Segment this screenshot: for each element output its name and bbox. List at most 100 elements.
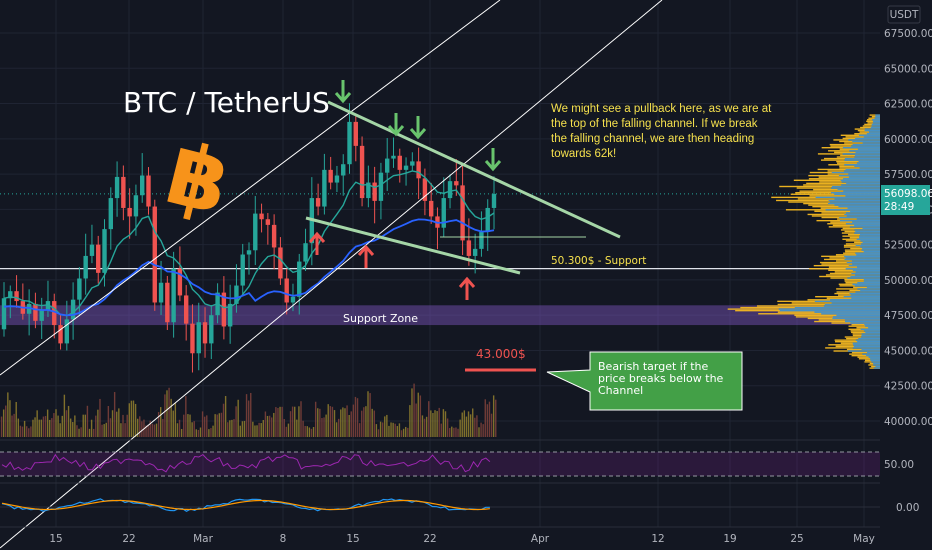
candle-body — [202, 322, 208, 344]
volume-bar — [30, 426, 32, 437]
volume-bar — [417, 392, 419, 437]
volume-bar — [327, 404, 329, 437]
volume-bar — [208, 429, 210, 437]
volume-bar — [17, 418, 20, 437]
volume-bar — [160, 407, 162, 437]
volume-bar — [312, 426, 315, 437]
volume-bar — [262, 420, 265, 437]
profile-bar-buy — [848, 264, 880, 267]
x-tick-label: 15 — [346, 533, 359, 545]
target-price-label: 43.000$ — [476, 347, 526, 361]
profile-bar-buy — [832, 185, 880, 188]
candle-body — [378, 172, 384, 201]
volume-bar — [44, 416, 47, 437]
volume-bar — [270, 417, 273, 437]
candle-body — [177, 268, 183, 296]
volume-bar — [99, 398, 101, 437]
arrow-up-icon — [308, 231, 326, 255]
arrow-head — [334, 92, 352, 104]
currency-label: USDT — [890, 9, 919, 21]
candle — [410, 152, 415, 172]
volume-bar — [421, 415, 424, 437]
volume-bar — [65, 410, 68, 437]
volume-bar — [484, 399, 486, 437]
volume-bar — [465, 416, 468, 437]
candle — [33, 292, 38, 329]
candle-body — [140, 175, 145, 196]
volume-bar — [448, 428, 451, 437]
profile-bar-buy — [854, 224, 880, 227]
profile-bar-sell — [809, 268, 880, 270]
x-tick-label: May — [853, 533, 875, 545]
volume-bar — [103, 424, 105, 437]
volume-bar — [482, 424, 484, 437]
profile-bar-buy — [843, 295, 880, 298]
price-axis: USDT 67500.00 65000.00 62500.00 60000.00 575… — [881, 5, 932, 514]
profile-bar-buy — [860, 289, 880, 292]
candle — [265, 213, 271, 245]
profile-bar-sell — [844, 278, 880, 281]
volume-bar — [302, 420, 304, 437]
candle-body — [441, 198, 446, 228]
volume-bar — [419, 395, 422, 437]
y-tick-label: 40000.00 — [884, 416, 932, 428]
profile-bar-buy — [845, 223, 880, 225]
volume-profile — [727, 114, 880, 369]
volume-bar — [400, 430, 403, 437]
profile-bar-buy — [854, 285, 880, 287]
volume-bar — [139, 416, 141, 437]
profile-bar-buy — [847, 277, 880, 279]
profile-bar-buy — [861, 333, 880, 335]
volume-bar — [273, 412, 275, 437]
arrow-head — [458, 276, 476, 288]
volume-bar — [224, 396, 227, 437]
profile-bar-buy — [838, 205, 880, 208]
volume-bar — [444, 411, 447, 437]
profile-bar-buy — [863, 136, 880, 138]
profile-bar-buy — [779, 309, 880, 312]
volume-bar — [317, 408, 319, 437]
candle — [328, 156, 333, 190]
volume-bar — [459, 419, 461, 437]
candle — [127, 188, 132, 239]
x-tick-label: 22 — [423, 533, 436, 545]
volume-bar — [279, 406, 281, 437]
profile-bar-buy — [850, 322, 880, 324]
candle — [472, 233, 478, 274]
note-line: We might see a pullback here, as we are … — [551, 103, 772, 115]
profile-bar-buy — [864, 129, 880, 132]
candle — [315, 183, 321, 216]
profile-bar-buy — [854, 165, 880, 168]
volume-bar — [78, 428, 80, 437]
profile-bar-buy — [846, 261, 880, 264]
volume-bar — [363, 407, 365, 437]
profile-bar-sell — [851, 354, 880, 357]
profile-bar-buy — [854, 154, 880, 157]
falling-channel-bottom — [305, 216, 521, 275]
candle-body — [460, 185, 465, 241]
volume-bar — [463, 410, 466, 437]
profile-bar-buy — [838, 174, 880, 177]
current-price: 56098.06 — [884, 188, 932, 200]
profile-bar-buy — [844, 164, 880, 166]
arrow-up-icon — [458, 276, 476, 300]
candle — [416, 147, 421, 200]
volume-bar — [329, 406, 332, 437]
volume-bar — [252, 421, 254, 437]
candle — [234, 264, 239, 313]
volume-bar — [151, 423, 154, 437]
candle-body — [77, 278, 82, 300]
volume-bar — [478, 427, 480, 437]
volume-bar — [289, 411, 292, 437]
volume-bar — [61, 415, 63, 437]
candle — [202, 307, 208, 358]
profile-bar-buy — [825, 209, 880, 211]
profile-bar-sell — [811, 215, 880, 217]
profile-bar-buy — [857, 148, 880, 150]
profile-bar-buy — [829, 201, 880, 203]
volume-bar — [486, 404, 489, 437]
volume-bar — [101, 424, 103, 437]
profile-bar-buy — [845, 320, 880, 323]
candle — [114, 161, 120, 217]
